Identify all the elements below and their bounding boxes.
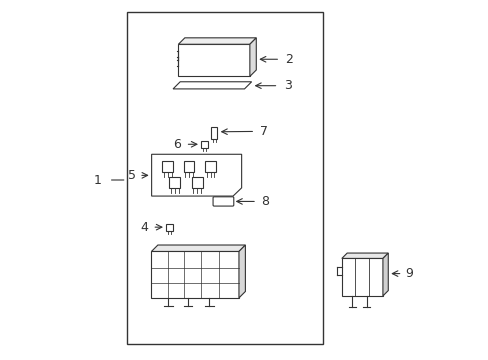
Text: 3: 3 (283, 79, 291, 92)
Text: 2: 2 (285, 53, 293, 66)
Bar (151, 251, 239, 298)
Text: 7: 7 (259, 125, 267, 138)
Bar (210, 127, 217, 139)
Bar (205, 161, 216, 172)
Bar (201, 141, 207, 148)
Bar (162, 161, 173, 172)
Text: 8: 8 (261, 195, 269, 208)
Polygon shape (178, 44, 249, 76)
Polygon shape (173, 82, 251, 89)
Bar (165, 224, 173, 231)
Polygon shape (239, 245, 245, 298)
FancyBboxPatch shape (213, 197, 233, 206)
Polygon shape (151, 154, 241, 196)
Text: 6: 6 (173, 138, 181, 151)
Bar (183, 161, 194, 172)
Text: 5: 5 (128, 169, 136, 182)
Bar (192, 177, 203, 188)
Polygon shape (178, 38, 256, 44)
Polygon shape (382, 253, 387, 296)
Polygon shape (151, 245, 245, 251)
Polygon shape (249, 38, 256, 76)
Bar (169, 177, 180, 188)
Polygon shape (341, 253, 387, 258)
Bar (341, 258, 382, 296)
Text: 9: 9 (404, 267, 412, 280)
Text: 4: 4 (140, 221, 148, 234)
Text: 1: 1 (94, 174, 102, 186)
Bar (126, 12, 323, 344)
